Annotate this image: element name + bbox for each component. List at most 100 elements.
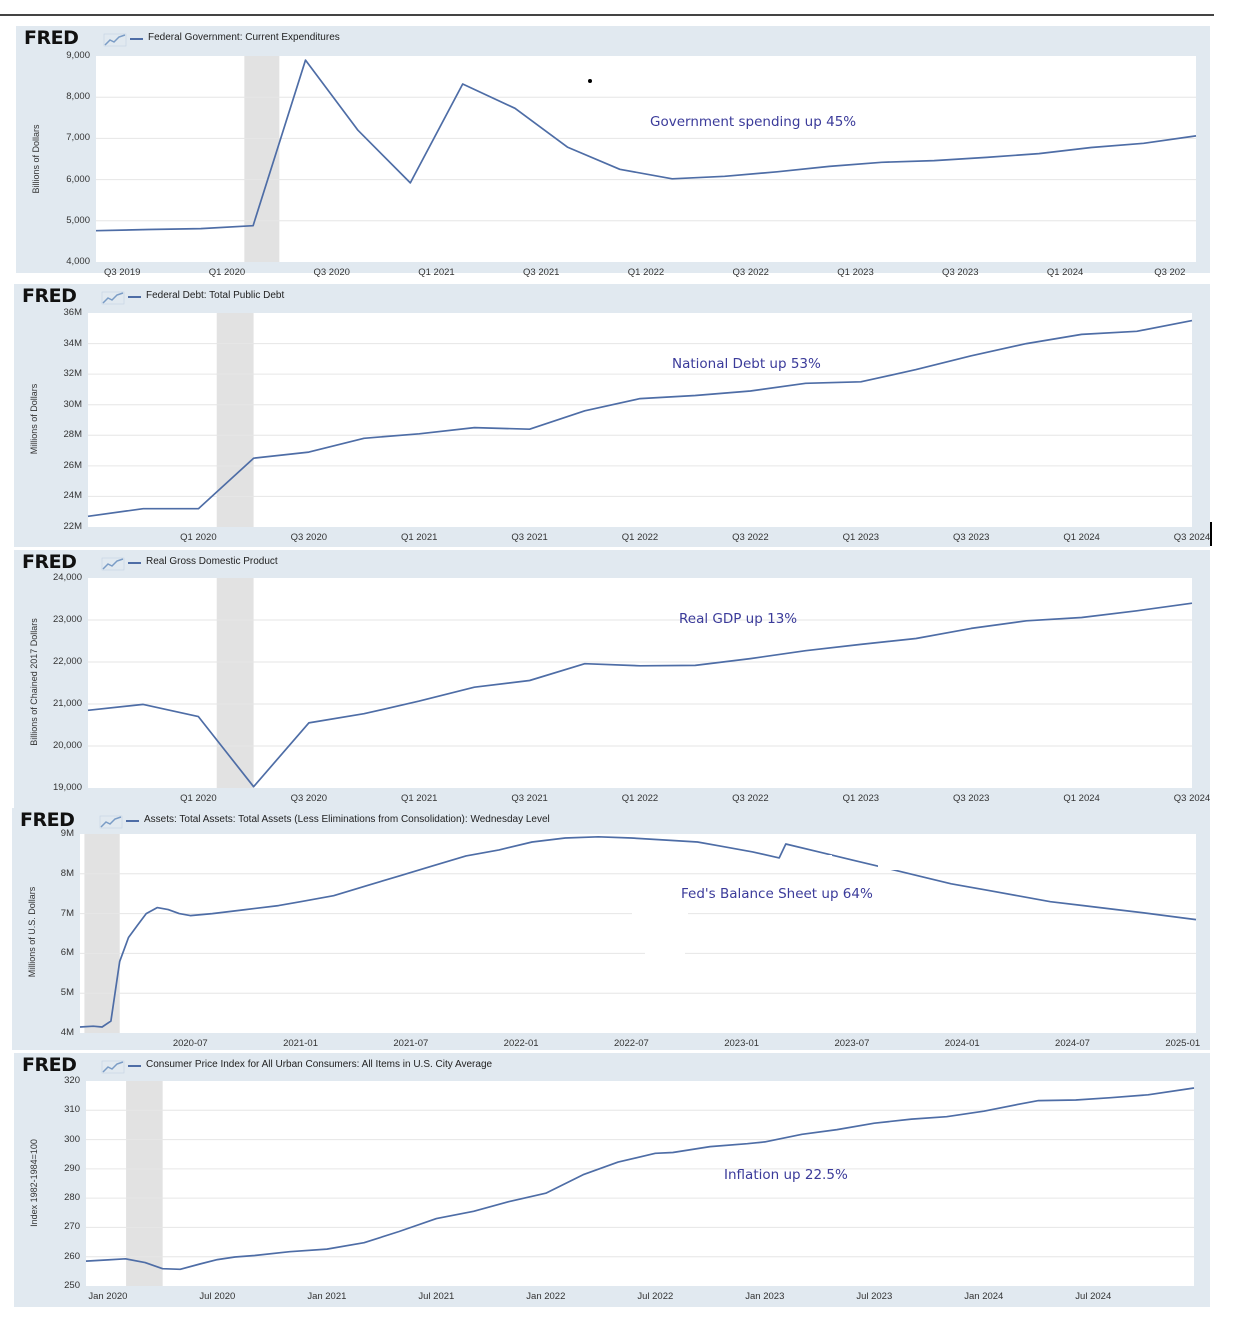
y-tick-label: 8,000 <box>66 91 90 103</box>
overlay-gap <box>878 862 898 870</box>
overlay-gap <box>875 875 891 883</box>
legend-label: Federal Debt: Total Public Debt <box>146 290 285 301</box>
fred-graph-icon <box>103 33 127 47</box>
y-tick-label: 250 <box>64 1280 80 1291</box>
chart-annotation: Real GDP up 13% <box>679 611 798 627</box>
x-tick-label: Jan 2024 <box>964 1291 1004 1302</box>
x-tick-label: 2020-07 <box>172 1038 208 1049</box>
x-tick-label: Q3 2024 <box>1173 793 1211 804</box>
y-tick-label: 22,000 <box>52 656 82 667</box>
x-tick-label: Q3 2020 <box>313 267 350 278</box>
x-tick-label: Jul 2020 <box>199 1291 236 1302</box>
chart-annotation: National Debt up 53% <box>672 356 821 372</box>
y-tick-label: 4M <box>60 1027 74 1038</box>
x-tick-label: Q1 2021 <box>418 267 455 278</box>
x-tick-label: Q3 2023 <box>942 267 979 278</box>
fred-graph-icon <box>101 557 125 571</box>
legend-label: Federal Government: Current Expenditures <box>148 32 340 43</box>
x-tick-label: Q3 2022 <box>732 793 769 804</box>
y-tick-label: 26M <box>63 459 82 471</box>
x-tick-label: Q1 2023 <box>837 267 874 278</box>
x-tick-label: 2024-07 <box>1055 1038 1090 1049</box>
overlay-gap <box>632 912 688 916</box>
x-tick-label: Q1 2020 <box>180 532 217 543</box>
x-tick-label: 2023-01 <box>724 1038 760 1049</box>
x-tick-label: Q3 2020 <box>290 793 328 804</box>
fred-logo: FRED <box>22 285 77 307</box>
x-tick-label: Q3 2023 <box>952 793 990 804</box>
x-tick-label: Q1 2021 <box>400 532 438 543</box>
x-tick-label: Q3 2022 <box>732 532 769 543</box>
x-tick-label: Jul 2023 <box>856 1291 893 1302</box>
x-tick-label: Jul 2024 <box>1075 1291 1112 1302</box>
y-tick-label: 7M <box>60 907 74 919</box>
y-tick-label: 23,000 <box>52 614 82 625</box>
y-tick-label: 24M <box>63 490 82 502</box>
y-tick-label: 280 <box>64 1192 80 1204</box>
plot-area <box>80 834 1196 1033</box>
fred-logo: FRED <box>22 1054 77 1076</box>
y-axis-label: Billions of Chained 2017 Dollars <box>29 618 39 746</box>
x-tick-label: Jul 2022 <box>637 1291 674 1302</box>
legend-swatch <box>128 1065 141 1067</box>
x-tick-label: Q1 2020 <box>180 793 217 804</box>
x-tick-label: 2022-01 <box>503 1038 539 1049</box>
x-tick-label: Q1 2024 <box>1063 532 1100 543</box>
y-tick-label: 300 <box>64 1133 80 1145</box>
x-tick-label: Q1 2023 <box>842 793 880 804</box>
x-tick-label: Q1 2020 <box>208 267 246 278</box>
plot-area <box>88 578 1192 788</box>
chart-annotation: Government spending up 45% <box>650 114 857 130</box>
chart-annotation: Inflation up 22.5% <box>724 1167 848 1183</box>
fred-graph-icon <box>99 815 123 829</box>
y-tick-label: 20,000 <box>52 740 82 751</box>
x-tick-label: 2023-07 <box>834 1038 870 1049</box>
y-tick-label: 290 <box>64 1162 80 1174</box>
y-tick-label: 5,000 <box>66 214 90 226</box>
x-tick-label: Jan 2021 <box>307 1291 347 1302</box>
overlay-gap <box>645 952 685 958</box>
x-tick-label: Q1 2021 <box>400 793 438 804</box>
y-tick-label: 36M <box>63 307 82 318</box>
fred-graph-icon <box>101 291 125 305</box>
y-tick-label: 9,000 <box>66 50 90 61</box>
y-tick-label: 320 <box>64 1075 80 1086</box>
y-tick-label: 6,000 <box>66 173 90 185</box>
overlay-gap <box>812 855 832 865</box>
x-tick-label: 2021-01 <box>283 1038 318 1049</box>
y-tick-label: 4,000 <box>66 256 90 267</box>
x-tick-label: 2024-01 <box>944 1038 980 1049</box>
edge-mark <box>1210 522 1212 546</box>
legend-label: Real Gross Domestic Product <box>146 556 278 567</box>
x-tick-label: Q3 2020 <box>290 532 328 543</box>
y-tick-label: 270 <box>64 1221 80 1233</box>
x-tick-label: Q1 2024 <box>1046 267 1084 278</box>
legend-swatch <box>126 820 139 822</box>
y-tick-label: 21,000 <box>52 698 82 709</box>
x-tick-label: Q3 2022 <box>732 267 769 278</box>
x-tick-label: 2021-07 <box>393 1038 429 1049</box>
y-tick-label: 28M <box>63 429 82 441</box>
plot-area <box>86 1081 1194 1286</box>
y-tick-label: 5M <box>60 987 74 999</box>
x-tick-label: Q3 2019 <box>103 267 141 278</box>
x-tick-label: Q1 2023 <box>842 532 880 543</box>
legend-label: Consumer Price Index for All Urban Consu… <box>146 1059 493 1070</box>
x-tick-label: Q1 2022 <box>621 793 659 804</box>
x-tick-label: Q3 2021 <box>511 532 548 543</box>
legend-swatch <box>130 38 143 40</box>
x-tick-label: Q3 202 <box>1154 267 1186 278</box>
x-tick-label: Jan 2022 <box>526 1291 566 1302</box>
y-axis-label: Millions of U.S. Dollars <box>27 886 37 978</box>
y-tick-label: 34M <box>63 337 82 349</box>
y-tick-label: 30M <box>63 398 82 410</box>
fred-logo: FRED <box>22 551 77 573</box>
top-divider <box>0 14 1214 16</box>
fred-graph-icon <box>101 1060 125 1074</box>
x-tick-label: Q3 2023 <box>952 532 990 543</box>
x-tick-label: Q3 2021 <box>511 793 548 804</box>
x-tick-label: Jan 2023 <box>745 1291 785 1302</box>
x-tick-label: Q1 2024 <box>1063 793 1100 804</box>
y-tick-label: 310 <box>64 1104 80 1116</box>
y-tick-label: 32M <box>63 368 82 380</box>
